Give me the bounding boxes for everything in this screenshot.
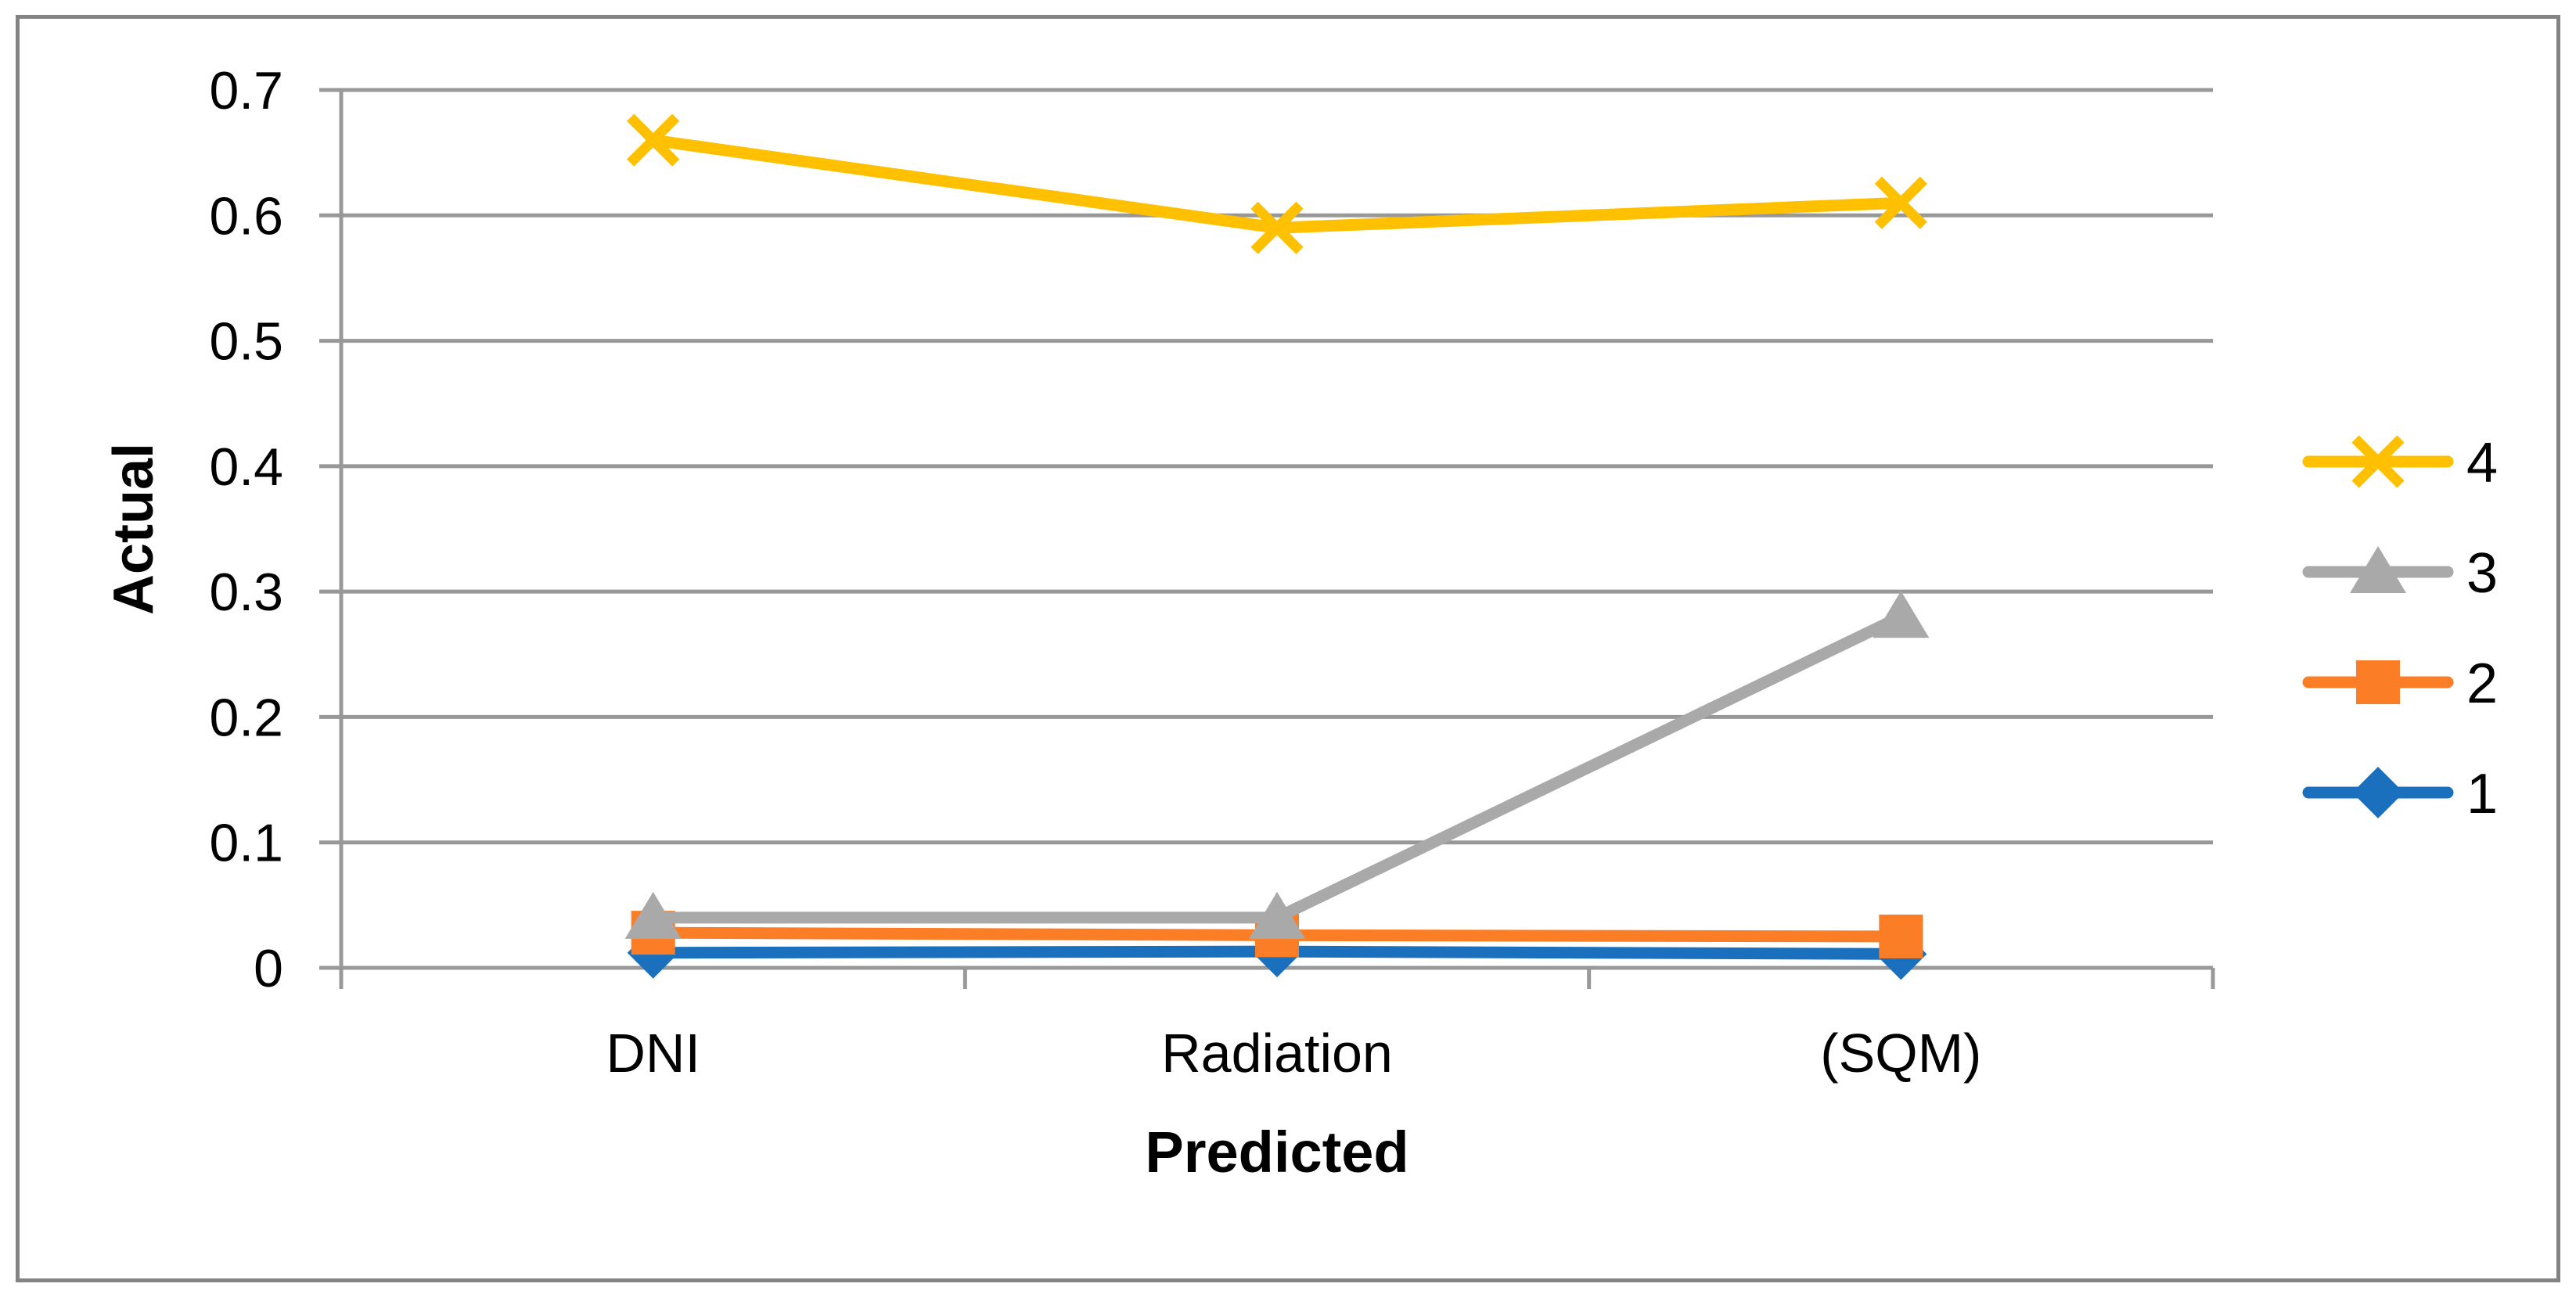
legend-label: 4 [2466, 432, 2498, 494]
square-marker [2356, 660, 2400, 704]
y-tick-label: 0.1 [209, 814, 283, 873]
diamond-marker [2352, 767, 2404, 818]
legend-label: 3 [2466, 542, 2498, 605]
triangle-marker [624, 891, 682, 939]
triangle-marker [1249, 891, 1305, 939]
y-tick-label: 0 [254, 939, 283, 998]
y-tick-label: 0.6 [209, 186, 283, 246]
x-axis-title: Predicted [1145, 1120, 1409, 1185]
x-marker [2351, 435, 2405, 488]
x-category-label: DNI [606, 1023, 700, 1084]
y-tick-label: 0.4 [209, 437, 283, 497]
legend-item: 4 [2302, 432, 2498, 494]
x-marker [1874, 176, 1927, 229]
y-axis-title: Actual [103, 443, 165, 615]
legend: 4 3 2 1 [2302, 432, 2498, 825]
y-tick-label: 0.5 [209, 312, 283, 372]
legend-label: 2 [2466, 653, 2498, 715]
x-category-label: Radiation [1161, 1023, 1393, 1084]
y-tick-label: 0.7 [209, 61, 283, 120]
legend-item: 2 [2302, 653, 2498, 715]
series-line-3 [647, 610, 1907, 924]
x-marker [1250, 201, 1304, 254]
legend-item: 3 [2302, 542, 2498, 605]
triangle-marker [1873, 591, 1930, 638]
y-tick-label: 0.2 [209, 688, 283, 747]
square-marker [1879, 914, 1923, 958]
x-category-label: (SQM) [1820, 1023, 1981, 1084]
y-tick-label: 0.3 [209, 563, 283, 622]
triangle-marker [2350, 546, 2406, 593]
legend-item: 1 [2302, 763, 2498, 825]
legend-label: 1 [2466, 763, 2498, 825]
x-marker [627, 113, 680, 167]
